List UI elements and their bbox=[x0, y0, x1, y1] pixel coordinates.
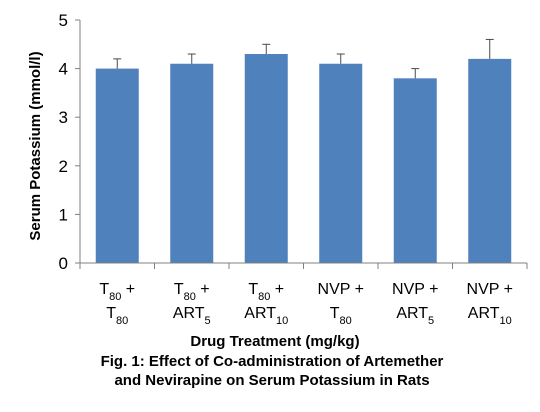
x-category-label-line2: ART5 bbox=[396, 305, 434, 327]
y-tick-label: 4 bbox=[59, 60, 68, 79]
x-category-label-line2: T80 bbox=[330, 305, 352, 327]
x-category-label-line1: NVP + bbox=[392, 281, 438, 298]
x-category-label-line2: ART5 bbox=[173, 305, 211, 327]
bar bbox=[393, 78, 437, 263]
bars-group bbox=[95, 54, 512, 263]
bar bbox=[468, 58, 512, 263]
y-tick-label: 1 bbox=[59, 205, 68, 224]
y-tick-label: 3 bbox=[59, 108, 68, 127]
x-category-label-line1: NVP + bbox=[467, 281, 513, 298]
y-tick-label: 0 bbox=[59, 254, 68, 273]
x-category-label-line1: T80 + bbox=[99, 281, 135, 303]
y-axis: 0 1 2 3 4 5 bbox=[59, 11, 81, 273]
bar bbox=[170, 63, 214, 263]
x-axis-title: Drug Treatment (mg/kg) bbox=[190, 333, 359, 350]
x-category-label-line2: ART10 bbox=[244, 305, 288, 327]
y-tick-label: 5 bbox=[59, 11, 68, 30]
y-tick-label: 2 bbox=[59, 157, 68, 176]
y-axis-title: Serum Potassium (mmol/l) bbox=[27, 51, 44, 240]
x-category-label-line1: T80 + bbox=[174, 281, 210, 303]
x-category-label-line2: T80 bbox=[106, 305, 128, 327]
x-category-label-line2: ART10 bbox=[468, 305, 512, 327]
error-bars-group bbox=[113, 38, 494, 79]
bar bbox=[244, 54, 288, 263]
figure-caption-line1: Fig. 1: Effect of Co-administration of A… bbox=[101, 353, 444, 370]
figure-caption-line2: and Nevirapine on Serum Potassium in Rat… bbox=[114, 372, 429, 389]
bar bbox=[95, 68, 139, 263]
x-category-label-line1: T80 + bbox=[248, 281, 284, 303]
x-category-label-line1: NVP + bbox=[318, 281, 364, 298]
bar bbox=[319, 63, 363, 263]
